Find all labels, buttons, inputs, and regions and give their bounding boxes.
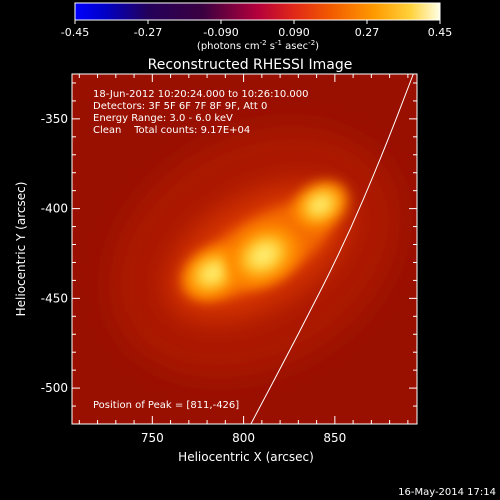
colorbar-tick-label: -0.45 [61,26,89,39]
y-tick-label: -350 [41,112,68,126]
colorbar-unit-label: (photons cm-2 s-1 asec-2) [197,39,319,52]
y-axis-label: Heliocentric Y (arcsec) [14,182,28,317]
emission-source [309,195,331,215]
emission-source [200,262,225,284]
colorbar-tick-label: 0.45 [428,26,453,39]
info-line-detectors: Detectors: 3F 5F 6F 7F 8F 9F, Att 0 [93,101,267,112]
info-line-energy: Energy Range: 3.0 - 6.0 keV [93,113,233,124]
heatmap-image [72,74,417,424]
colorbar-tick-label: -0.090 [203,26,238,39]
colorbar-tick-label: -0.27 [134,26,162,39]
x-tick-label: 850 [323,431,346,445]
colorbar-tick-label: 0.27 [355,26,380,39]
y-tick-label: -500 [41,381,68,395]
peak-position-text: Position of Peak = [811,-426] [93,400,239,411]
axis-ticks [72,74,417,425]
y-tick-label: -450 [41,291,68,305]
x-tick-label: 750 [141,431,164,445]
colorbar-ticks [74,20,441,24]
chart-title: Reconstructed RHESSI Image [148,57,353,73]
y-tick-label: -400 [41,202,68,216]
emission-sources [181,181,349,301]
emission-source [249,243,278,268]
solar-limb-curve [250,74,414,424]
plot-frame [71,73,418,425]
footer-date: 16-May-2014 17:14 [398,487,496,498]
colorbar-tick-label: 0.090 [278,26,310,39]
x-axis-label: Heliocentric X (arcsec) [178,450,314,464]
info-line-time: 18-Jun-2012 10:20:24.000 to 10:26:10.000 [93,89,309,100]
info-line-counts: Clean Total counts: 9.17E+04 [93,125,250,136]
colorbar [74,2,441,21]
x-tick-label: 800 [232,431,255,445]
